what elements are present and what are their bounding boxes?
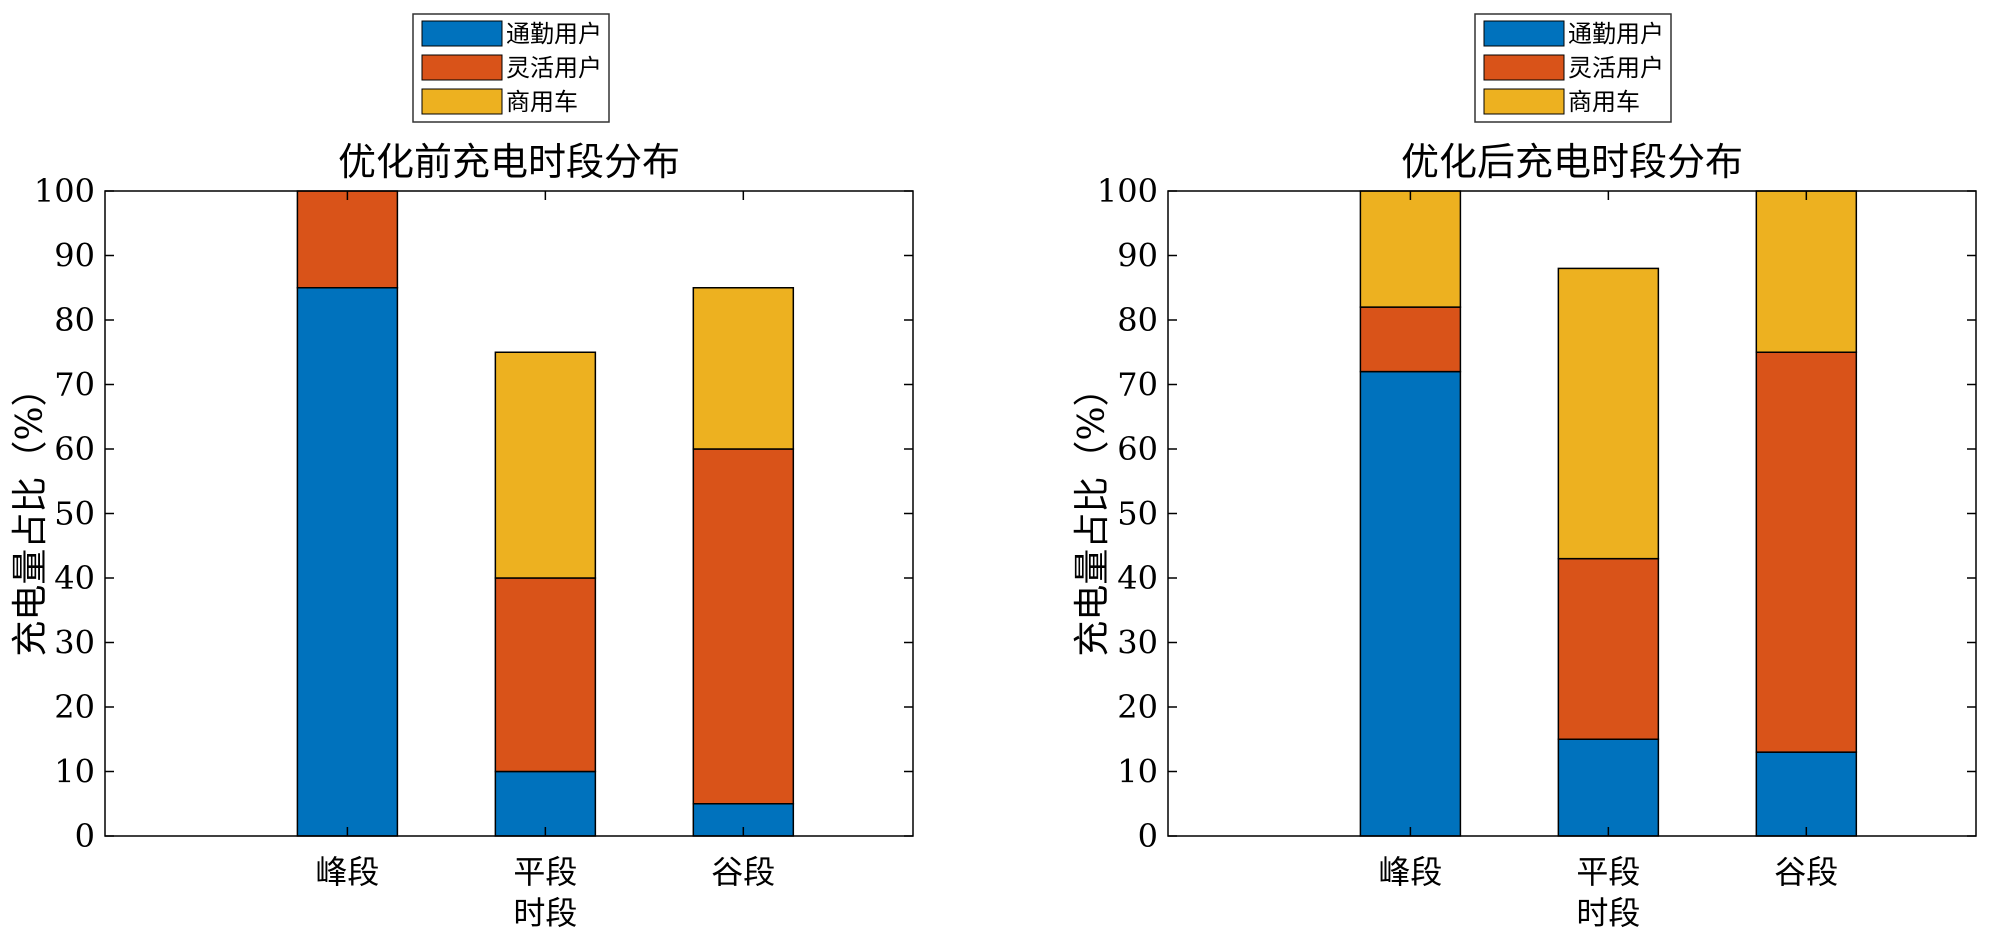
y-tick-label-50: 50 <box>1117 495 1158 533</box>
y-tick-label-0: 0 <box>75 817 95 855</box>
legend-swatch-flexible <box>421 54 503 81</box>
bar-flexible-1 <box>1359 306 1462 373</box>
y-tick-label-60: 60 <box>54 430 95 468</box>
y-axis-label: 充电量占比（%） <box>1072 370 1113 656</box>
bar-commuter-1 <box>1359 370 1462 837</box>
legend-label-commercial: 商用车 <box>1568 88 1640 116</box>
bar-commuter-2 <box>1557 738 1660 837</box>
legend-swatch-commuter <box>1483 20 1565 47</box>
y-tick-label-70: 70 <box>1117 366 1158 404</box>
legend-label-flexible: 灵活用户 <box>1568 54 1664 82</box>
chart-title: 优化后充电时段分布 <box>1401 140 1743 184</box>
y-tick-label-20: 20 <box>1117 688 1158 726</box>
y-tick-label-80: 80 <box>1117 301 1158 339</box>
y-tick-label-40: 40 <box>1117 559 1158 597</box>
y-tick-label-90: 90 <box>1117 237 1158 275</box>
y-tick-label-60: 60 <box>1117 430 1158 468</box>
legend-swatch-flexible <box>1483 54 1565 81</box>
x-tick-label-3: 谷段 <box>711 853 775 891</box>
bar-flexible-2 <box>1557 557 1660 741</box>
bar-commercial-3 <box>692 287 795 450</box>
y-axis-label: 充电量占比（%） <box>10 370 51 656</box>
y-tick-label-80: 80 <box>54 301 95 339</box>
axes-box <box>1167 190 1977 837</box>
x-tick-label-2: 平段 <box>513 853 577 891</box>
legend-swatch-commuter <box>421 20 503 47</box>
bar-commuter-2 <box>494 770 597 837</box>
axes-box <box>104 190 914 837</box>
y-tick-label-100: 100 <box>1097 172 1158 210</box>
bar-commercial-2 <box>1557 267 1660 560</box>
bar-commuter-1 <box>296 287 399 837</box>
legend-label-commuter: 通勤用户 <box>506 20 602 48</box>
bar-flexible-3 <box>1755 351 1858 753</box>
x-tick-label-1: 峰段 <box>1378 853 1442 891</box>
y-tick-label-10: 10 <box>1117 753 1158 791</box>
x-tick-label-2: 平段 <box>1576 853 1640 891</box>
bar-commercial-2 <box>494 351 597 579</box>
x-tick-label-1: 峰段 <box>315 853 379 891</box>
y-tick-label-40: 40 <box>54 559 95 597</box>
y-tick-label-30: 30 <box>1117 624 1158 662</box>
legend-swatch-commercial <box>1483 88 1565 115</box>
bar-flexible-1 <box>296 190 399 289</box>
bar-commercial-1 <box>1359 190 1462 308</box>
x-axis-label: 时段 <box>513 894 577 930</box>
legend-swatch-commercial <box>421 88 503 115</box>
x-axis-label: 时段 <box>1576 894 1640 930</box>
x-tick-label-3: 谷段 <box>1774 853 1838 891</box>
bar-flexible-2 <box>494 577 597 773</box>
bar-commercial-3 <box>1755 190 1858 353</box>
y-tick-label-20: 20 <box>54 688 95 726</box>
chart-title: 优化前充电时段分布 <box>338 140 680 184</box>
legend-label-commercial: 商用车 <box>506 88 578 116</box>
y-tick-label-30: 30 <box>54 624 95 662</box>
y-tick-label-70: 70 <box>54 366 95 404</box>
y-tick-label-100: 100 <box>34 172 95 210</box>
bar-commuter-3 <box>1755 751 1858 837</box>
legend-label-flexible: 灵活用户 <box>506 54 602 82</box>
y-tick-label-0: 0 <box>1138 817 1158 855</box>
bar-flexible-3 <box>692 448 795 805</box>
y-tick-label-10: 10 <box>54 753 95 791</box>
legend-label-commuter: 通勤用户 <box>1568 20 1664 48</box>
y-tick-label-90: 90 <box>54 237 95 275</box>
y-tick-label-50: 50 <box>54 495 95 533</box>
